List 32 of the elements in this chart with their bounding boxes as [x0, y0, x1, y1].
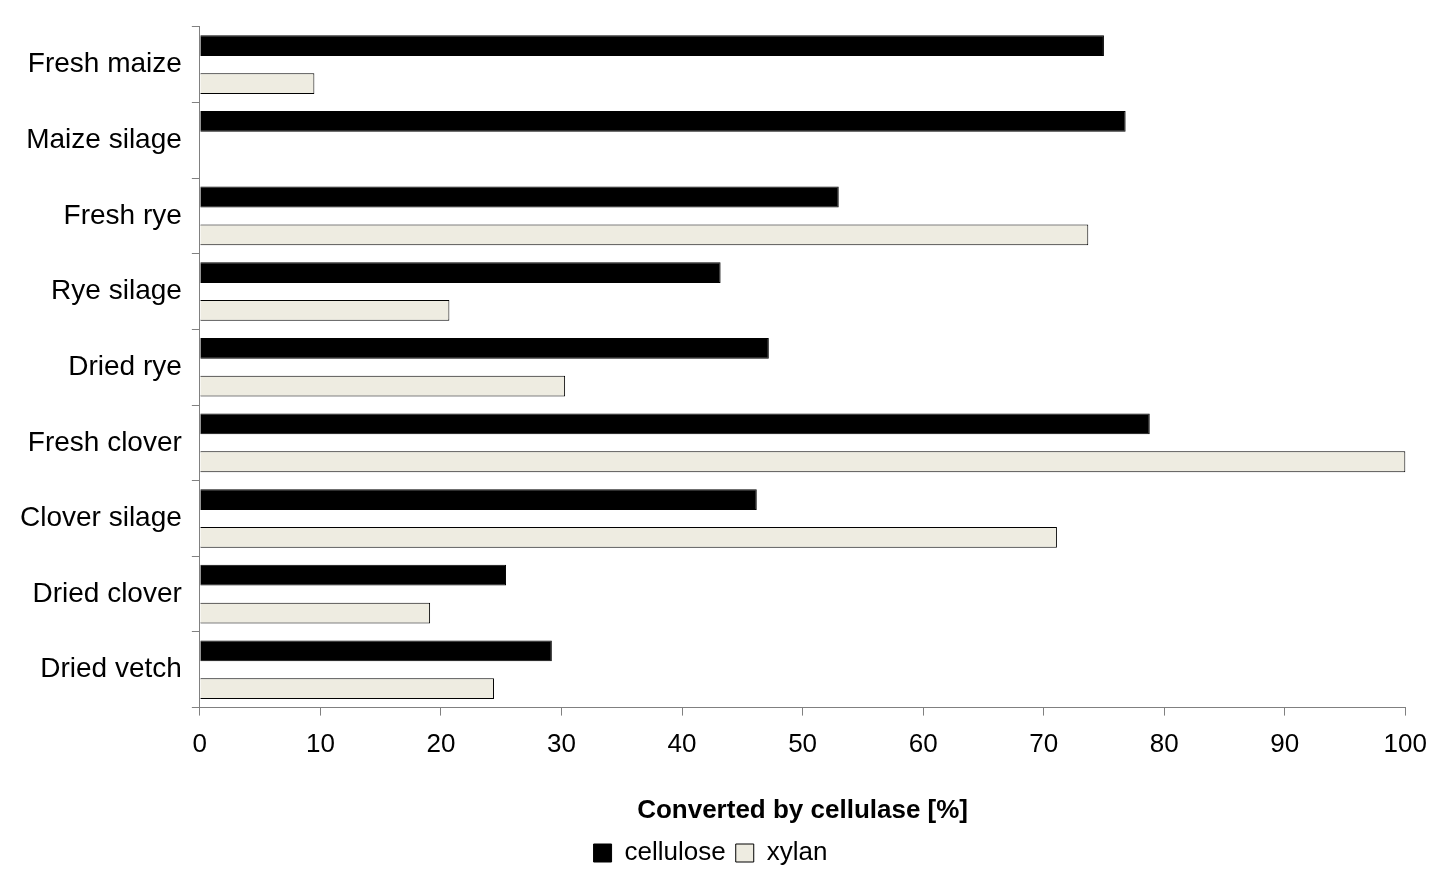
x-tick-label: 10: [305, 728, 335, 759]
x-tick-label: 60: [908, 728, 938, 759]
bar: [200, 413, 1150, 435]
bar: [200, 262, 721, 284]
x-tick-label: 40: [667, 728, 697, 759]
x-axis-title: Converted by cellulase [%]: [637, 793, 969, 824]
x-tick-label: 90: [1270, 728, 1300, 759]
y-tick-label: Fresh maize: [27, 47, 182, 79]
y-tick-label: Rye silage: [51, 274, 182, 306]
y-tick-label: Fresh rye: [63, 198, 182, 230]
x-tick-label: 30: [547, 728, 576, 759]
y-tick-label: Clover silage: [19, 501, 182, 533]
x-tick-label: 100: [1383, 728, 1428, 759]
x-tick-label: 0: [192, 728, 208, 759]
y-tick-label: Maize silage: [26, 122, 182, 154]
y-tick-label: Dried clover: [32, 576, 182, 608]
x-tick-label: 70: [1029, 728, 1059, 759]
bar: [200, 186, 839, 208]
bar: [200, 337, 769, 359]
x-tick-label: 80: [1149, 728, 1179, 759]
legend-label: xylan: [766, 836, 828, 867]
x-tick-label: 20: [426, 728, 456, 759]
bar: [200, 564, 507, 586]
y-tick-label: Fresh clover: [27, 425, 182, 457]
legend-label: cellulose: [624, 836, 726, 867]
bar: [200, 35, 1104, 57]
bar: [200, 640, 552, 662]
x-tick-label: 50: [788, 728, 818, 759]
bar: [200, 110, 1126, 132]
bar: [200, 489, 757, 510]
y-tick-label: Dried vetch: [40, 652, 182, 684]
y-tick-label: Dried rye: [68, 349, 182, 381]
